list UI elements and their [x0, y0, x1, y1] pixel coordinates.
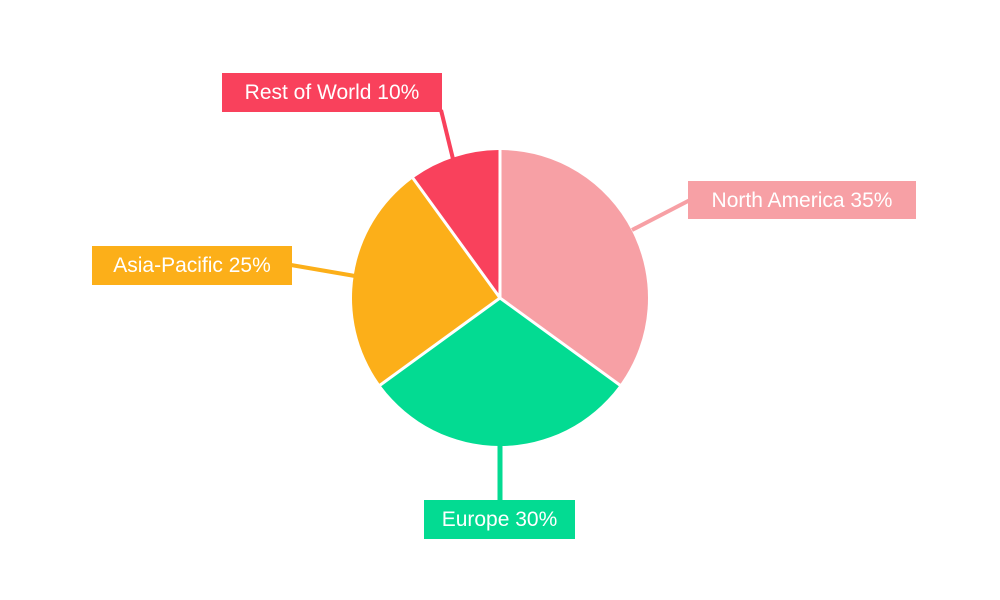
pie-label-asia-pacific[interactable]: Asia-Pacific 25% [92, 246, 292, 285]
pie-slices [352, 150, 648, 447]
leader-lines [290, 109, 691, 502]
pie-label-rest-of-world-text: Rest of World 10% [244, 81, 420, 104]
leader-line-rest-of-world [439, 109, 455, 160]
leader-line-asia-pacific [290, 263, 356, 278]
pie-slice-north-america[interactable] [501, 150, 648, 384]
pie-label-europe-text: Europe 30% [441, 508, 558, 531]
pie-slice-asia-pacific[interactable] [352, 179, 498, 384]
pie-label-asia-pacific-text: Asia-Pacific 25% [113, 254, 271, 277]
pie-label-europe[interactable]: Europe 30% [424, 500, 575, 539]
leader-line-north-america [631, 198, 691, 232]
pie-label-north-america-text: North America 35% [711, 188, 893, 212]
pie-label-rest-of-world[interactable]: Rest of World 10% [222, 73, 442, 112]
pie-slice-europe[interactable] [381, 299, 619, 447]
pie-label-north-america[interactable]: North America 35% [688, 181, 916, 219]
pie-slice-rest-of-world[interactable] [414, 150, 499, 294]
